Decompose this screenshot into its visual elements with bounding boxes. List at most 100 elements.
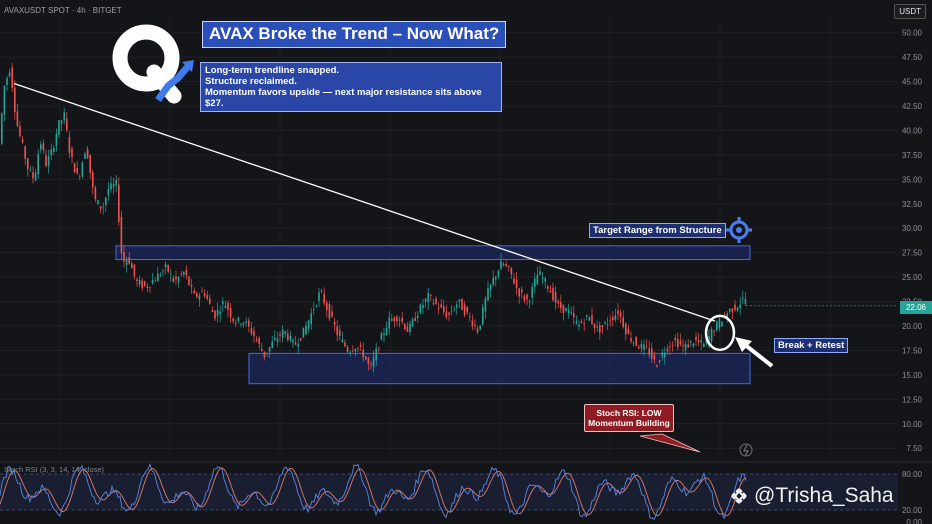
- candle-body: [456, 304, 458, 308]
- candle-body: [268, 346, 271, 352]
- trendline-layer: [13, 82, 716, 322]
- rsi-band: [0, 474, 898, 510]
- y-tick-label: 37.50: [902, 151, 923, 160]
- candle-body: [133, 264, 136, 277]
- currency-tag[interactable]: USDT: [894, 4, 926, 19]
- candle-body: [73, 163, 76, 173]
- candlestick-series: [1, 62, 747, 373]
- candle-body: [112, 184, 115, 188]
- candle-body: [495, 276, 497, 280]
- candle-body: [224, 305, 227, 308]
- candle-body: [562, 304, 565, 314]
- y-tick-label: 10.00: [902, 420, 923, 429]
- candle-body: [643, 344, 645, 350]
- candle-body: [344, 342, 346, 347]
- candle-body: [653, 355, 656, 360]
- candle-body: [427, 292, 429, 303]
- candle-body: [245, 321, 247, 323]
- candle-body: [580, 321, 583, 323]
- candle-body: [573, 313, 575, 318]
- candle-body: [630, 337, 632, 342]
- candle-body: [222, 301, 224, 305]
- y-tick-label: 25.00: [902, 273, 923, 282]
- chart-grid: [0, 18, 898, 458]
- candle-body: [388, 317, 390, 329]
- candle-body: [349, 352, 351, 353]
- candle-body: [266, 352, 268, 354]
- candle-body: [14, 87, 16, 113]
- y-tick-label: 7.50: [906, 444, 922, 453]
- candle-body: [474, 324, 476, 326]
- y-tick-label: 30.00: [902, 224, 923, 233]
- candle-body: [482, 307, 484, 325]
- candle-body: [617, 310, 619, 315]
- candle-body: [695, 336, 697, 341]
- candle-body: [53, 147, 55, 152]
- crosshair-center: [736, 227, 742, 233]
- candle-body: [578, 324, 580, 327]
- candle-body: [500, 261, 502, 270]
- target-range-label: Target Range from Structure: [589, 223, 726, 238]
- candle-body: [235, 323, 237, 324]
- candle-body: [320, 290, 323, 292]
- candle-body: [315, 305, 318, 307]
- candle-body: [357, 347, 359, 349]
- candle-body: [419, 304, 422, 313]
- candle-body: [81, 162, 84, 177]
- candle-body: [84, 153, 86, 159]
- candle-body: [645, 346, 648, 348]
- price-zones: [115, 245, 751, 385]
- candle-body: [560, 302, 562, 309]
- lightning-icon: [739, 443, 753, 457]
- candle-body: [232, 318, 234, 322]
- candle-body: [471, 320, 474, 327]
- candle-body: [692, 343, 695, 347]
- candle-body: [144, 281, 146, 286]
- candle-body: [29, 169, 32, 171]
- candle-body: [274, 337, 276, 340]
- candle-body: [432, 303, 435, 304]
- candle-body: [734, 304, 736, 311]
- candle-body: [658, 360, 661, 363]
- candle-body: [625, 323, 627, 335]
- candle-body: [378, 347, 380, 349]
- candle-body: [3, 85, 6, 115]
- candle-body: [276, 338, 279, 342]
- candle-body: [510, 267, 513, 275]
- candle-body: [541, 277, 544, 280]
- candle-body: [539, 271, 541, 275]
- binance-logo-icon: [731, 488, 747, 504]
- candle-body: [411, 318, 414, 326]
- candle-body: [526, 294, 528, 300]
- candle-body: [476, 328, 479, 333]
- candle-body: [37, 154, 39, 175]
- zone-support_range: [248, 352, 751, 385]
- candle-body: [206, 295, 208, 299]
- candle-body: [326, 302, 328, 311]
- candle-body: [99, 206, 102, 209]
- candle-body: [370, 363, 372, 365]
- candle-body: [302, 327, 305, 338]
- candle-body: [146, 286, 149, 288]
- subtitle-line: Long-term trendline snapped.: [205, 65, 340, 76]
- candle-body: [154, 280, 156, 282]
- candle-body: [453, 309, 455, 311]
- candle-body: [346, 346, 349, 352]
- rsi-k-line: [0, 462, 747, 520]
- candle-body: [528, 301, 531, 303]
- subtitle-box: Long-term trendline snapped. Structure r…: [200, 62, 502, 112]
- zone-target_range: [115, 245, 751, 261]
- candle-body: [66, 119, 68, 131]
- candle-body: [606, 323, 609, 325]
- candle-body: [596, 326, 598, 328]
- candle-body: [502, 263, 505, 266]
- candle-body: [599, 325, 601, 333]
- candle-body: [359, 344, 362, 347]
- candle-body: [253, 330, 255, 337]
- candle-body: [131, 263, 133, 269]
- candle-body: [567, 309, 570, 314]
- candle-body: [557, 301, 559, 304]
- candle-body: [255, 338, 258, 341]
- candle-body: [167, 265, 169, 272]
- candle-body: [284, 331, 286, 334]
